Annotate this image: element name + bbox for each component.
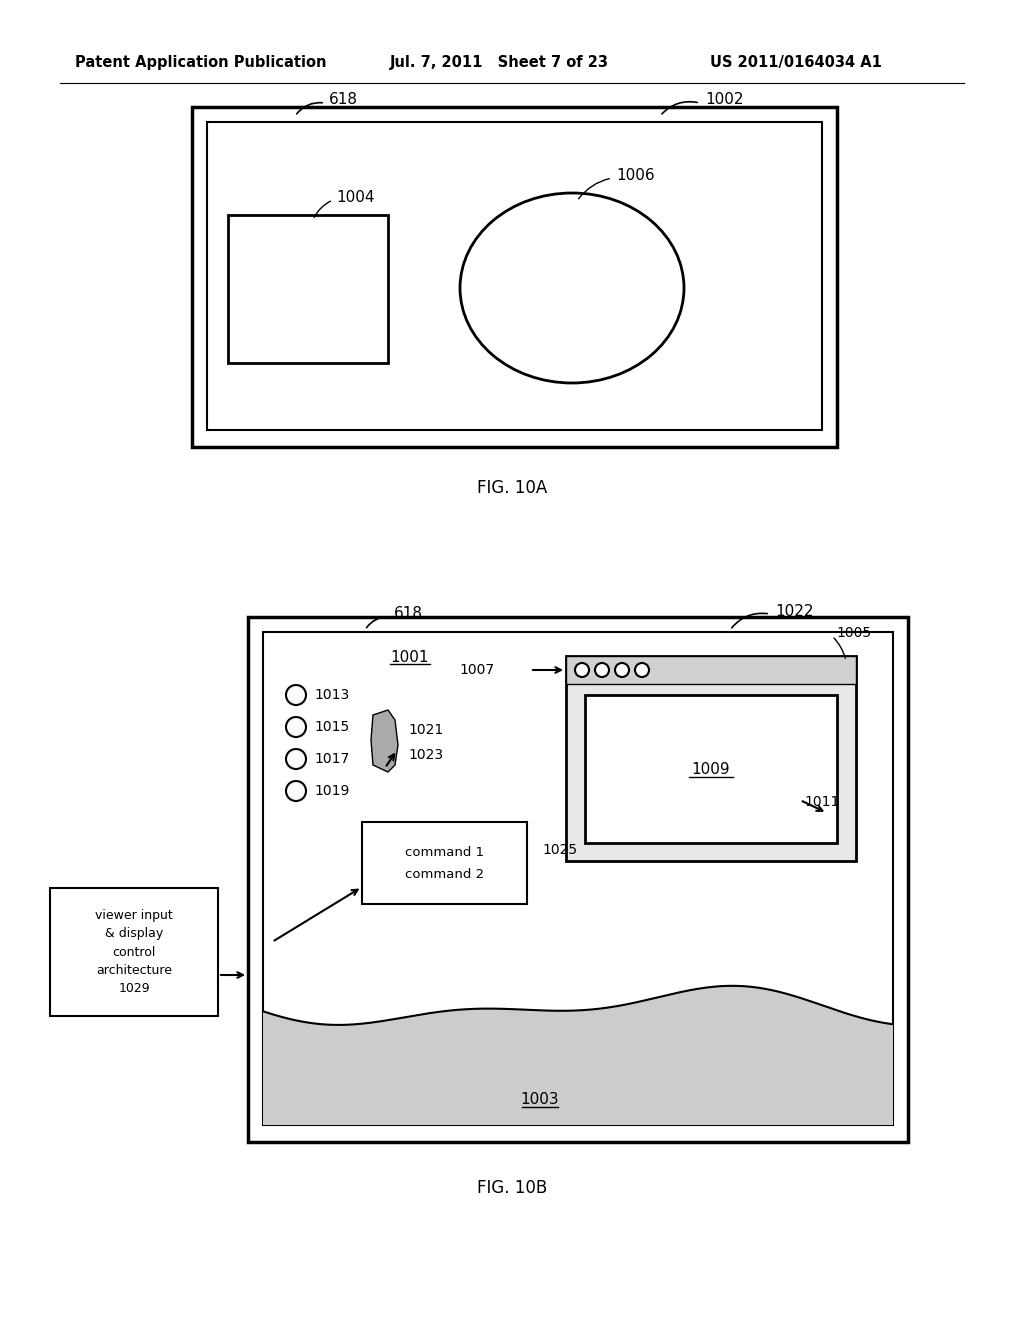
Text: 1011: 1011 (804, 795, 840, 809)
Bar (362, 822, 527, 904)
Circle shape (286, 717, 306, 737)
Text: 618: 618 (329, 92, 358, 107)
Text: 1009: 1009 (691, 762, 730, 776)
Bar (207, 121, 822, 430)
Bar (566, 656, 856, 684)
Circle shape (595, 663, 609, 677)
Text: US 2011/0164034 A1: US 2011/0164034 A1 (710, 55, 882, 70)
Text: 1001: 1001 (391, 649, 429, 664)
Bar (228, 215, 388, 363)
Text: 618: 618 (394, 606, 423, 622)
Text: FIG. 10A: FIG. 10A (477, 479, 547, 498)
Text: 1019: 1019 (314, 784, 349, 799)
Text: 1006: 1006 (616, 168, 654, 182)
Text: viewer input
& display
control
architecture
1029: viewer input & display control architect… (95, 909, 173, 994)
Text: 1013: 1013 (314, 688, 349, 702)
Ellipse shape (460, 193, 684, 383)
Bar (193, 107, 837, 447)
Text: Patent Application Publication: Patent Application Publication (75, 55, 327, 70)
Circle shape (575, 663, 589, 677)
Text: 1005: 1005 (836, 626, 871, 640)
Circle shape (635, 663, 649, 677)
Polygon shape (263, 986, 893, 1125)
Circle shape (286, 685, 306, 705)
Bar (585, 696, 837, 843)
Text: FIG. 10B: FIG. 10B (477, 1179, 547, 1197)
Circle shape (286, 748, 306, 770)
Text: 1007: 1007 (460, 663, 495, 677)
Text: 1002: 1002 (705, 92, 743, 107)
Text: 1015: 1015 (314, 719, 349, 734)
Text: 1022: 1022 (775, 603, 813, 619)
Circle shape (615, 663, 629, 677)
Text: 1021: 1021 (408, 723, 443, 737)
Bar (50, 888, 218, 1016)
Text: command 1: command 1 (404, 846, 484, 858)
Text: command 2: command 2 (404, 869, 484, 882)
Circle shape (286, 781, 306, 801)
Polygon shape (371, 710, 398, 772)
Text: 1025: 1025 (542, 843, 578, 857)
Text: Jul. 7, 2011   Sheet 7 of 23: Jul. 7, 2011 Sheet 7 of 23 (390, 55, 609, 70)
Bar (248, 616, 908, 1142)
Text: 1003: 1003 (520, 1093, 559, 1107)
Bar (566, 656, 856, 861)
Text: 1017: 1017 (314, 752, 349, 766)
Text: 1023: 1023 (408, 748, 443, 762)
Bar (263, 632, 893, 1125)
Text: 1004: 1004 (336, 190, 375, 205)
